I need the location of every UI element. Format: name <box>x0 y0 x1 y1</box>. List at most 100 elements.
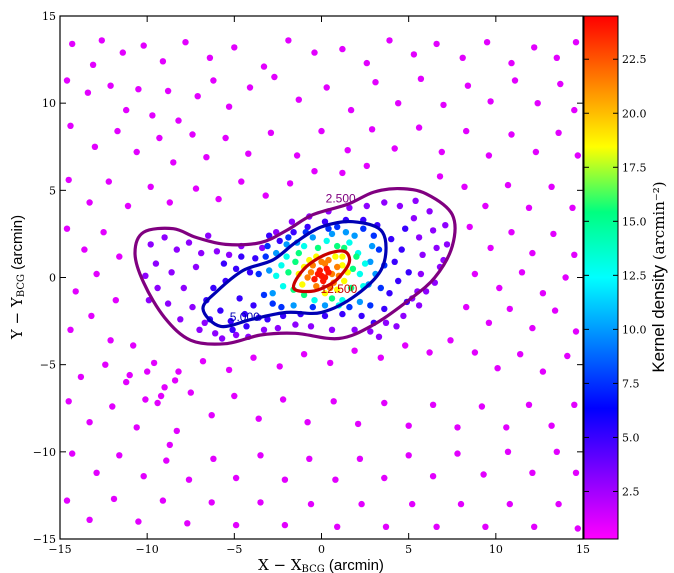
scatter-point <box>351 326 358 333</box>
scatter-point <box>133 424 140 431</box>
scatter-point <box>123 378 130 386</box>
scatter-point <box>196 326 203 333</box>
scatter-point <box>290 229 297 236</box>
scatter-point <box>300 242 308 250</box>
scatter-point <box>569 204 576 211</box>
scatter-point <box>159 58 167 65</box>
scatter-point <box>283 241 290 248</box>
scatter-point <box>168 269 175 276</box>
scatter-point <box>236 295 243 302</box>
scatter-point <box>529 324 536 332</box>
scatter-point <box>123 106 130 114</box>
scatter-point <box>356 298 364 306</box>
scatter-point <box>63 77 71 84</box>
scatter-point <box>398 246 405 253</box>
scatter-point <box>86 419 93 426</box>
scatter-point <box>316 267 323 274</box>
scatter-point <box>339 253 346 260</box>
scatter-point <box>154 399 161 407</box>
scatter-point <box>198 249 205 257</box>
scatter-point <box>309 303 316 311</box>
scatter-point <box>225 103 233 110</box>
scatter-point <box>245 150 252 157</box>
scatter-point <box>396 202 404 210</box>
colorbar-tick-label: 7.5 <box>622 377 640 390</box>
y-axis-label: Y − YBCG (arcmin) <box>8 215 27 340</box>
scatter-point <box>342 229 350 236</box>
scatter-point <box>323 84 330 91</box>
scatter-point <box>126 371 133 379</box>
scatter-point <box>109 403 116 410</box>
scatter-point <box>67 122 74 129</box>
colorbar-label: Kernel density (arcmin⁻²) <box>649 181 668 372</box>
scatter-point <box>454 450 461 457</box>
scatter-point <box>161 234 168 241</box>
scatter-point <box>320 277 327 285</box>
scatter-point <box>381 305 388 313</box>
scatter-point <box>327 359 334 367</box>
scatter-point <box>539 290 547 297</box>
scatter-point <box>67 326 74 333</box>
scatter-point <box>227 317 234 325</box>
scatter-point <box>572 328 580 335</box>
scatter-point <box>412 197 419 204</box>
scatter-point <box>375 246 383 253</box>
scatter-point <box>525 401 533 408</box>
scatter-point <box>238 253 245 260</box>
scatter-point <box>482 523 489 530</box>
scatter-point <box>212 330 219 337</box>
scatter-point <box>86 199 93 206</box>
scatter-point <box>156 134 163 142</box>
scatter-point <box>415 302 423 309</box>
scatter-point <box>218 335 226 342</box>
scatter-point <box>281 521 289 529</box>
x-tick-label: −10 <box>136 543 159 556</box>
scatter-point <box>429 401 437 408</box>
scatter-point <box>457 500 465 508</box>
scatter-point <box>409 500 416 508</box>
scatter-point <box>116 452 123 459</box>
scatter-point <box>285 269 292 276</box>
colorbar-tick-label: 2.5 <box>622 485 640 498</box>
x-tick-label: −15 <box>48 543 71 556</box>
scatter-point <box>295 249 302 257</box>
scatter-point <box>429 473 437 480</box>
scatter-point <box>276 363 283 370</box>
y-tick-label: 5 <box>49 184 56 197</box>
scatter-point <box>269 300 276 307</box>
scatter-point <box>299 281 306 288</box>
scatter-point <box>307 269 315 276</box>
scatter-point <box>260 326 268 333</box>
colorbar-tick-label: 10.0 <box>622 323 647 336</box>
scatter-point <box>367 302 374 309</box>
scatter-point <box>555 129 562 136</box>
scatter-point <box>463 303 470 311</box>
colorbar-tick-label: 5.0 <box>622 431 640 444</box>
scatter-point <box>429 227 437 234</box>
scatter-point <box>334 263 341 271</box>
scatter-point <box>321 302 329 309</box>
scatter-point <box>184 520 191 527</box>
x-tick-label: −5 <box>226 543 242 556</box>
scatter-point <box>93 469 100 476</box>
scatter-point <box>262 253 269 260</box>
scatter-point <box>367 328 374 335</box>
contour-labels: 2.500 5.000 12.500 <box>230 192 358 325</box>
colorbar-tick-label: 17.5 <box>622 161 647 174</box>
scatter-point <box>225 366 233 374</box>
scatter-point <box>388 235 395 243</box>
y-tick-label: 10 <box>42 97 56 110</box>
scatter-point <box>257 452 264 459</box>
scatter-point <box>417 75 425 83</box>
scatter-point <box>483 39 491 46</box>
scatter-point <box>464 82 472 89</box>
contour-label: 5.000 <box>230 310 260 324</box>
scatter-point <box>257 499 264 506</box>
scatter-point <box>189 303 196 311</box>
scatter-point <box>358 500 365 508</box>
scatter-point <box>571 251 578 258</box>
scatter-point <box>293 152 301 159</box>
scatter-point <box>292 258 299 265</box>
scatter-point <box>562 274 569 281</box>
scatter-point <box>192 263 200 271</box>
